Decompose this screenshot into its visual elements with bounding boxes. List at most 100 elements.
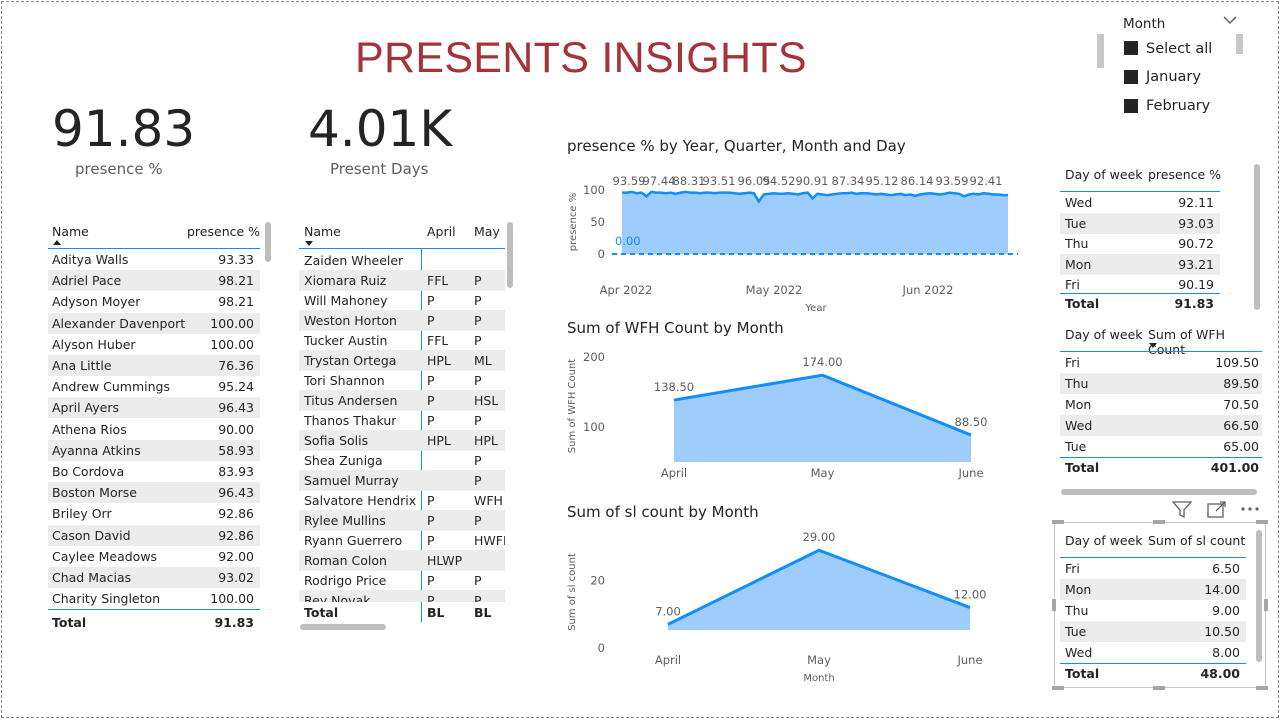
resize-handle[interactable] (1052, 599, 1056, 611)
table-row[interactable]: Andrew Cummings 95.24 (48, 376, 260, 397)
attendance-matrix-table[interactable]: Name April May Zaiden Wheeler Xiomara Rui… (299, 220, 519, 635)
table-row[interactable]: Adriel Pace 98.21 (48, 270, 260, 292)
table-row[interactable]: Ana Little 76.36 (48, 355, 260, 376)
table-row[interactable]: Thu 90.72 (1060, 233, 1220, 254)
select-all-checkbox[interactable] (1124, 41, 1138, 55)
kpi-card-presence[interactable]: 91.83 presence % (52, 100, 202, 178)
table-row[interactable]: April Ayers 96.43 (48, 397, 260, 419)
table-row[interactable]: Ayanna Atkins 58.93 (48, 439, 260, 461)
presence-area-chart[interactable]: 0 50 100 0.00 presence % Apr 2022 May 2022 Jun … (560, 160, 1030, 320)
column-header-may[interactable]: May (474, 224, 500, 239)
table-row[interactable]: Wed 8.00 (1060, 642, 1246, 663)
slicer-scrollbar-left[interactable] (1097, 34, 1104, 68)
slicer-item-label[interactable]: February (1146, 98, 1211, 114)
table-row[interactable]: Caylee Meadows 92.00 (48, 546, 260, 567)
table-row[interactable]: Alyson Huber 100.00 (48, 334, 260, 355)
dow-presence-table[interactable]: Day of week presence % Wed 92.11 Tue 93.03 T… (1060, 164, 1264, 314)
table-row[interactable]: Fri 109.50 (1060, 352, 1262, 373)
dow-sl-table[interactable]: Day of week Sum of sl count Fri 6.50 Mon 14… (1060, 530, 1262, 685)
resize-handle[interactable] (1256, 520, 1268, 524)
column-header-presence[interactable]: presence % (1148, 167, 1222, 182)
month-slicer[interactable]: Month Select all January February (1096, 12, 1256, 122)
table-row[interactable]: Sofia Solis HPL HPL (299, 430, 505, 451)
sl-cell: 9.00 (1212, 603, 1240, 618)
table-row[interactable]: Rylee Mullins P P (299, 510, 505, 531)
table-row[interactable]: Tori Shannon P P (299, 370, 505, 391)
chevron-down-icon[interactable] (1223, 14, 1237, 29)
table-row[interactable]: Xiomara Ruiz FFL P (299, 270, 505, 291)
table-row[interactable]: Wed 92.11 (1060, 192, 1220, 213)
table-row[interactable]: Shea Zuniga P (299, 450, 505, 471)
resize-handle[interactable] (1153, 520, 1165, 524)
table-row[interactable]: Rodrigo Price P P (299, 570, 505, 591)
horizontal-scrollbar[interactable] (300, 624, 386, 630)
resize-handle[interactable] (1256, 686, 1268, 690)
kpi-card-present-days[interactable]: 4.01K Present Days (308, 100, 468, 178)
table-row[interactable]: Boston Morse 96.43 (48, 482, 260, 504)
vertical-scrollbar[interactable] (507, 222, 513, 288)
slicer-scrollbar-right[interactable] (1236, 34, 1243, 54)
dow-wfh-table[interactable]: Day of week Sum of WFH Count Fri 109.50 Th… (1060, 324, 1265, 499)
horizontal-scrollbar[interactable] (1061, 489, 1257, 495)
table-row[interactable]: Weston Horton P P (299, 310, 505, 331)
slicer-item-label[interactable]: Select all (1146, 41, 1213, 57)
focus-mode-icon[interactable] (1206, 500, 1228, 524)
column-header-wfh[interactable]: Sum of WFH Count (1148, 327, 1225, 357)
column-header-name[interactable]: Name (52, 224, 89, 239)
column-header-day[interactable]: Day of week (1065, 327, 1143, 342)
slicer-item-label[interactable]: January (1146, 69, 1201, 85)
column-header-presence[interactable]: presence % (187, 224, 261, 239)
table-row[interactable]: Tue 65.00 (1060, 436, 1262, 457)
table-row[interactable]: Mon 93.21 (1060, 253, 1220, 275)
vertical-scrollbar[interactable] (1256, 530, 1262, 662)
vertical-scrollbar[interactable] (1254, 164, 1260, 310)
table-row[interactable]: Cason David 92.86 (48, 524, 260, 546)
table-row[interactable]: Charity Singleton 100.00 (48, 588, 260, 609)
february-checkbox[interactable] (1124, 99, 1138, 113)
april-cell: FFL (427, 333, 449, 348)
table-row[interactable]: Fri 90.19 (1060, 274, 1220, 292)
table-row[interactable]: Thu 89.50 (1060, 373, 1262, 394)
table-row[interactable]: Tucker Austin FFL P (299, 330, 505, 351)
resize-handle[interactable] (1052, 686, 1064, 690)
table-row[interactable]: Fri 6.50 (1060, 558, 1246, 579)
table-row[interactable]: Tue 10.50 (1060, 621, 1246, 642)
table-row[interactable]: Titus Andersen P HSL (299, 390, 505, 411)
table-row[interactable]: Samuel Murray P (299, 470, 505, 491)
table-row[interactable]: Zaiden Wheeler (299, 250, 505, 271)
table-row[interactable]: Briley Orr 92.86 (48, 503, 260, 524)
table-row[interactable]: Salvatore Hendrix P WFH (299, 490, 505, 511)
table-row[interactable]: Alexander Davenport 100.00 (48, 312, 260, 334)
table-row[interactable]: Bo Cordova 83.93 (48, 461, 260, 482)
table-row[interactable]: Will Mahoney P P (299, 290, 505, 311)
table-row[interactable]: Mon 70.50 (1060, 394, 1262, 415)
column-header-day[interactable]: Day of week (1065, 533, 1143, 548)
table-row[interactable]: Ryann Guerrero P HWFH (299, 530, 505, 551)
column-header-name[interactable]: Name (304, 224, 341, 239)
column-header-april[interactable]: April (427, 224, 456, 239)
table-row[interactable]: Adyson Moyer 98.21 (48, 291, 260, 312)
table-row[interactable]: Aditya Walls 93.33 (48, 249, 260, 270)
table-row[interactable]: Mon 14.00 (1060, 579, 1246, 600)
wfh-area-chart[interactable]: 100 200 Sum of WFH Count April May June 138.50… (560, 342, 1010, 490)
sl-area-chart[interactable]: 0 20 Sum of sl count April May June Month 7.00 2… (560, 530, 1010, 690)
table-row[interactable]: Rey Novak P P (299, 590, 505, 602)
table-row[interactable]: Tue 93.03 (1060, 212, 1220, 234)
more-options-icon[interactable] (1240, 500, 1262, 524)
table-row[interactable]: Thu 9.00 (1060, 600, 1246, 621)
resize-handle[interactable] (1264, 599, 1268, 611)
column-header-day[interactable]: Day of week (1065, 167, 1143, 182)
vertical-scrollbar[interactable] (265, 222, 271, 262)
table-row[interactable]: Wed 66.50 (1060, 415, 1262, 436)
resize-handle[interactable] (1153, 686, 1165, 690)
table-row[interactable]: Trystan Ortega HPL ML (299, 350, 505, 371)
table-row[interactable]: Athena Rios 90.00 (48, 419, 260, 440)
table-row[interactable]: Thanos Thakur P P (299, 410, 505, 431)
presence-by-name-table[interactable]: Name presence % Aditya Walls 93.33 Adriel … (48, 220, 272, 640)
january-checkbox[interactable] (1124, 70, 1138, 84)
table-row[interactable]: Chad Macias 93.02 (48, 567, 260, 588)
filter-icon[interactable] (1171, 500, 1193, 524)
column-header-sl[interactable]: Sum of sl count (1148, 533, 1246, 548)
table-row[interactable]: Roman Colon HLWP (299, 550, 505, 571)
resize-handle[interactable] (1052, 520, 1064, 524)
